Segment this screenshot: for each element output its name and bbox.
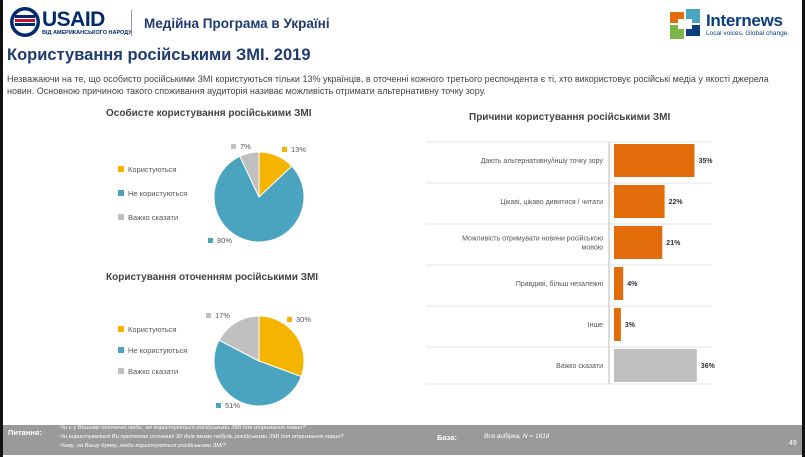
pie2-label-use: 30% bbox=[287, 315, 311, 324]
pie-slice-use bbox=[258, 315, 305, 378]
label-text: 7% bbox=[240, 142, 251, 151]
label-text: 13% bbox=[291, 145, 307, 154]
internews-wordmark: Internews bbox=[706, 11, 783, 30]
bar-4 bbox=[614, 308, 621, 341]
pie1-label-hard: 7% bbox=[231, 142, 251, 151]
legend-item-hard: Важко сказати bbox=[118, 364, 187, 378]
legend-label: Не користуються bbox=[128, 345, 188, 355]
internews-logo-icon bbox=[668, 7, 702, 41]
bar-category-label: Можливість отримувати новини російською bbox=[462, 235, 603, 243]
bar-5 bbox=[614, 349, 697, 382]
legend-swatch bbox=[118, 368, 124, 374]
bar-category-label: Цікаві, цікаво дивитися / читати bbox=[500, 198, 603, 206]
legend-label: Не користуються bbox=[128, 188, 188, 198]
legend-label: Важко сказати bbox=[128, 212, 179, 222]
page-number: 49 bbox=[789, 440, 797, 447]
internews-tagline: Local voices. Global change. bbox=[706, 30, 790, 37]
legend-swatch bbox=[118, 214, 124, 220]
bar-category-label: мовою bbox=[582, 245, 604, 252]
footer-base-value: Вся вибірка, N = 1618 bbox=[484, 433, 550, 440]
bar-category-label: Правдиві, більш незалежні bbox=[516, 280, 604, 288]
legend-swatch bbox=[118, 166, 124, 172]
legend-label: Користуються bbox=[128, 324, 177, 334]
pie2-legend: Користуються Не користуються Важко сказа… bbox=[118, 322, 187, 378]
usaid-seal-icon bbox=[10, 7, 40, 37]
legend-item-use: Користуються bbox=[118, 162, 187, 176]
bar-category-label: Інше bbox=[588, 322, 603, 329]
label-text: 80% bbox=[217, 236, 233, 245]
bar-value-label: 22% bbox=[669, 199, 684, 206]
footer-question-1: Чи є у Вашому оточенні люди, які користу… bbox=[60, 425, 306, 431]
bar-value-label: 21% bbox=[666, 240, 681, 247]
bar-chart-title: Причини користування російськими ЗМІ bbox=[469, 112, 671, 123]
bar-3 bbox=[614, 267, 624, 300]
label-swatch bbox=[208, 238, 213, 243]
legend-label: Важко сказати bbox=[128, 366, 179, 376]
label-swatch bbox=[206, 313, 211, 318]
legend-swatch bbox=[118, 347, 124, 353]
legend-item-not-use: Не користуються bbox=[118, 186, 187, 200]
legend-item-use: Користуються bbox=[118, 322, 187, 336]
label-swatch bbox=[216, 403, 221, 408]
pie2-title: Користування оточенням російськими ЗМІ bbox=[106, 272, 319, 283]
label-swatch bbox=[231, 144, 236, 149]
label-swatch bbox=[282, 147, 287, 152]
legend-item-not-use: Не користуються bbox=[118, 343, 187, 357]
bar-category-label: Дають альтернативну/іншу точку зору bbox=[481, 157, 604, 165]
bar-value-label: 3% bbox=[625, 322, 636, 329]
right-frame bbox=[802, 0, 805, 457]
pie2-label-hard: 17% bbox=[206, 311, 230, 320]
pie-slice-not-use bbox=[213, 155, 305, 243]
pie1-label-use: 13% bbox=[282, 145, 306, 154]
label-text: 17% bbox=[215, 311, 231, 320]
pie-slice-hard-to-say bbox=[239, 151, 260, 198]
legend-label: Користуються bbox=[128, 164, 177, 174]
legend-item-hard: Важко сказати bbox=[118, 210, 187, 224]
pie1-title: Особисте користування російськими ЗМІ bbox=[106, 108, 312, 119]
legend-swatch bbox=[118, 190, 124, 196]
left-frame bbox=[0, 0, 3, 457]
label-swatch bbox=[287, 317, 292, 322]
label-text: 51% bbox=[225, 401, 241, 410]
pie-slice-hard-to-say bbox=[218, 315, 260, 362]
program-title: Медійна Програма в Україні bbox=[144, 16, 330, 31]
pie1-legend: Користуються Не користуються Важко сказа… bbox=[118, 162, 187, 224]
bar-value-label: 4% bbox=[627, 281, 638, 288]
footer-question-label: Питання: bbox=[8, 428, 42, 437]
bar-category-label: Важко сказати bbox=[556, 363, 603, 370]
label-text: 30% bbox=[296, 315, 312, 324]
usaid-wordmark: USAID bbox=[42, 8, 105, 31]
slide-title: Користування російськими ЗМІ. 2019 bbox=[7, 46, 311, 64]
pie2-label-not-use: 51% bbox=[216, 401, 240, 410]
bar-0 bbox=[614, 144, 695, 177]
footer-bar bbox=[3, 425, 802, 455]
legend-swatch bbox=[118, 326, 124, 332]
header-divider bbox=[131, 10, 132, 36]
pie-slice-not-use bbox=[213, 339, 302, 407]
bar-value-label: 36% bbox=[701, 363, 716, 370]
usaid-subtitle: ВІД АМЕРИКАНСЬКОГО НАРОДУ bbox=[42, 30, 132, 36]
footer-base-label: База: bbox=[437, 433, 457, 442]
footer-question-3: Чому, на Вашу думку, люди користуються р… bbox=[60, 443, 226, 449]
footer-question-2: Чи користувалися Ви протягом останніх 30… bbox=[60, 434, 344, 440]
intro-text: Незважаючи на те, що особисто російським… bbox=[7, 74, 769, 96]
bar-2 bbox=[614, 226, 663, 259]
bar-value-label: 35% bbox=[699, 158, 714, 165]
bar-1 bbox=[614, 185, 665, 218]
pie1-label-not-use: 80% bbox=[208, 236, 232, 245]
